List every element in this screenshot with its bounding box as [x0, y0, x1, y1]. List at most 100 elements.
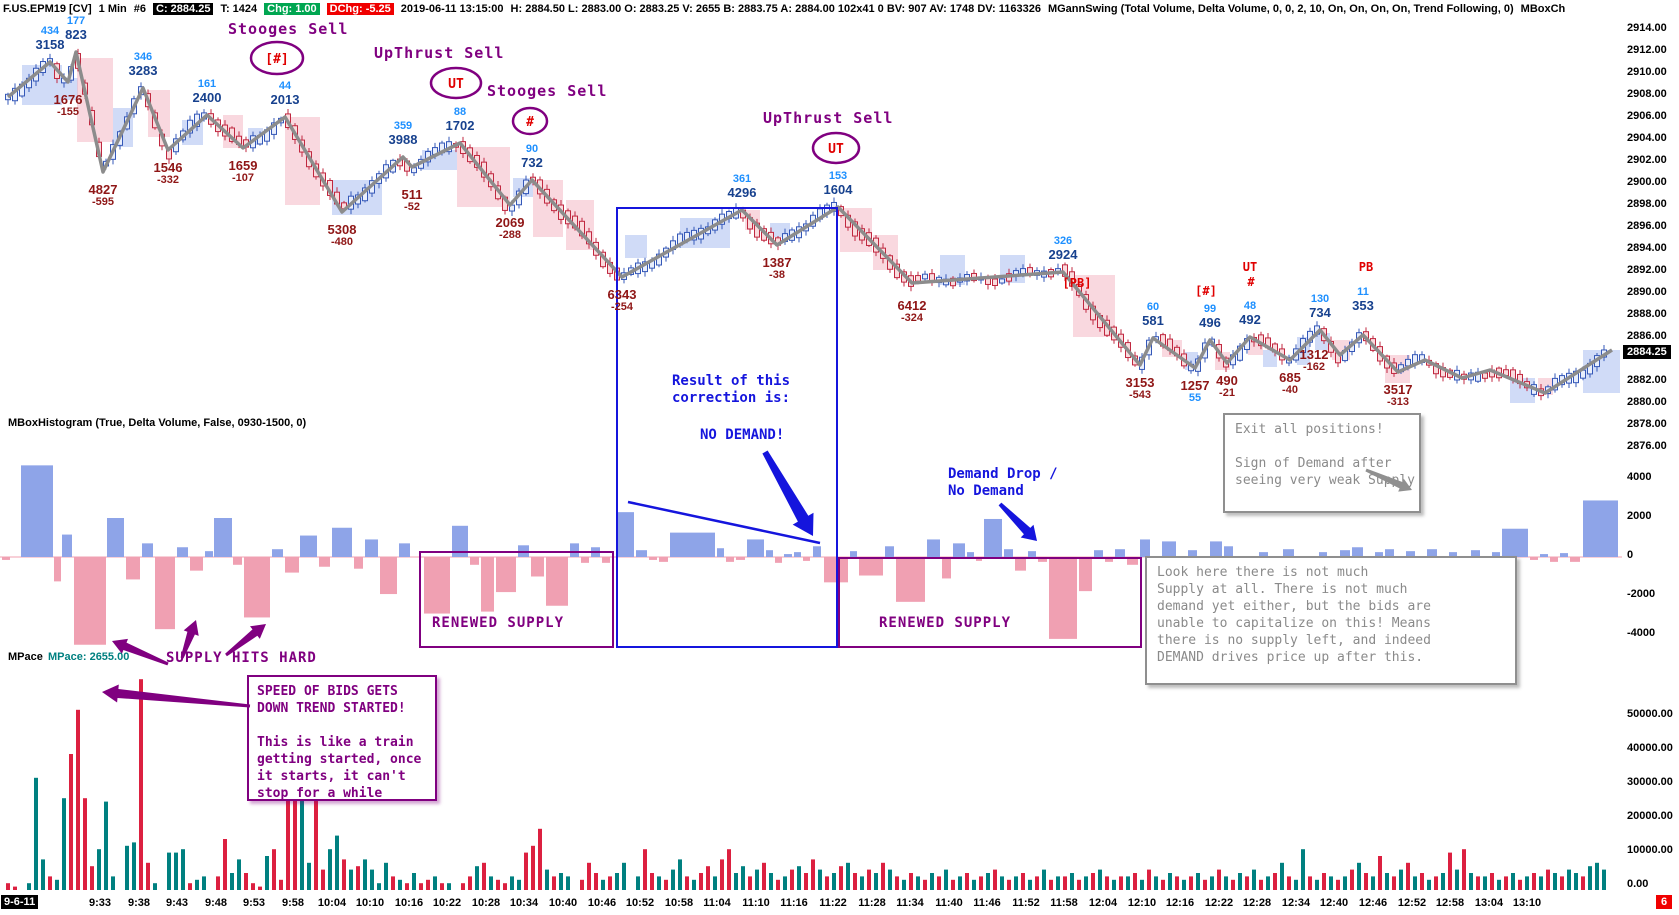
pace-bar	[265, 856, 269, 890]
pace-bar	[881, 862, 885, 890]
pace-tick: 30000.00	[1627, 776, 1673, 788]
histogram-bar	[155, 557, 175, 630]
histogram-bar	[354, 557, 363, 569]
pace-tick: 40000.00	[1627, 742, 1673, 754]
pace-bar	[832, 873, 836, 890]
pace-bar	[587, 862, 591, 890]
swing-label: 511 -52	[401, 187, 423, 213]
price-axis[interactable]	[1622, 18, 1679, 915]
pace-bar	[377, 883, 381, 890]
histogram-bar	[214, 518, 232, 557]
histogram-bar	[927, 539, 940, 557]
pace-bar	[1224, 876, 1228, 890]
histogram-bar	[736, 557, 745, 560]
pace-bar	[1371, 876, 1375, 890]
pace-bar	[937, 876, 941, 890]
pace-bar	[1420, 873, 1424, 890]
histogram-bar	[1550, 557, 1558, 562]
time-tick: 12:22	[1204, 897, 1234, 909]
pace-bar	[1210, 876, 1214, 890]
pace-bar	[1441, 873, 1445, 890]
histogram-zero-line	[0, 556, 1622, 558]
pace-bar	[412, 873, 416, 890]
stooges-sell-heading-2: Stooges Sell	[487, 82, 608, 100]
swing-label: 434 3158	[35, 25, 65, 52]
price-tick: 2912.00	[1627, 44, 1667, 56]
pace-bar	[657, 876, 661, 890]
pace-bar	[951, 879, 955, 890]
time-tick: 10:10	[355, 897, 385, 909]
time-tick: 9:43	[165, 897, 189, 909]
candle	[1482, 372, 1488, 379]
pace-bar	[664, 879, 668, 890]
pace-bar	[258, 886, 262, 890]
histogram-bar	[813, 546, 821, 557]
pace-bar	[503, 883, 507, 890]
histogram-bar	[399, 543, 410, 557]
histogram-bar	[602, 557, 610, 563]
pace-bar	[797, 866, 801, 890]
pace-bar	[1049, 879, 1053, 890]
pace-bar	[244, 873, 248, 890]
pace-pane-label: MPace	[8, 651, 43, 663]
histogram-bar	[1570, 557, 1580, 562]
time-tick: 9:33	[88, 897, 112, 909]
time-tick: 11:46	[973, 897, 1001, 909]
pace-bar	[83, 798, 87, 890]
pace-bar	[1231, 879, 1235, 890]
histogram-tick: 2000	[1627, 510, 1652, 522]
pace-bar	[1518, 879, 1522, 890]
interval-label: 1 Min	[98, 3, 127, 15]
pace-bar	[69, 754, 73, 890]
time-tick: 12:52	[1397, 897, 1427, 909]
pace-bar	[111, 876, 115, 890]
mbox-zone	[625, 235, 647, 258]
pace-bar	[1070, 873, 1074, 890]
time-tick: 11:52	[1012, 897, 1040, 909]
pace-bar	[685, 876, 689, 890]
pace-bar	[608, 876, 612, 890]
change-badge: Chg: 1.00	[264, 3, 320, 15]
histogram-bar	[953, 543, 965, 557]
pace-bar	[300, 788, 304, 890]
time-tick: 11:40	[935, 897, 963, 909]
histogram-bar	[1406, 551, 1415, 557]
pace-bar	[1063, 876, 1067, 890]
histogram-bar	[1015, 557, 1026, 571]
pace-tick: 0.00	[1627, 878, 1649, 890]
close-badge: C: 2884.25	[153, 3, 214, 15]
pace-bar	[1483, 876, 1487, 890]
pace-bar	[846, 862, 850, 890]
symbol-label: F.US.EPM19 [CV]	[3, 3, 92, 15]
pace-bar	[314, 760, 318, 890]
pace-bar	[1413, 876, 1417, 890]
pace-bar	[27, 883, 31, 890]
histogram-bar	[1004, 549, 1013, 557]
pace-bar	[195, 879, 199, 890]
histogram-bar	[1530, 557, 1538, 560]
look-here-callout: Look here there is not much Supply at al…	[1145, 556, 1517, 685]
pace-bar	[1427, 879, 1431, 890]
pace-bar	[1042, 869, 1046, 890]
pace-bar	[517, 879, 521, 890]
pace-bar	[895, 876, 899, 890]
pace-bar	[1511, 873, 1515, 890]
pace-bar	[1476, 876, 1480, 890]
histogram-bar	[942, 557, 951, 579]
histogram-bar	[300, 535, 317, 557]
swing-label: 1676 -155	[53, 92, 83, 118]
pace-bar	[223, 839, 227, 890]
mbox-zone	[1263, 350, 1277, 367]
swing-label: 44 2013	[270, 80, 300, 107]
swing-label: 60 581	[1142, 301, 1164, 328]
pace-bar	[279, 879, 283, 890]
swing-label: 177 823	[65, 15, 87, 42]
price-tick: 2896.00	[1627, 220, 1667, 232]
time-tick: 11:58	[1050, 897, 1078, 909]
pace-bar	[1434, 876, 1438, 890]
time-tick: 10:46	[587, 897, 617, 909]
pace-bar	[1280, 862, 1284, 890]
pace-bar	[1602, 869, 1606, 890]
pace-bar	[335, 835, 339, 890]
